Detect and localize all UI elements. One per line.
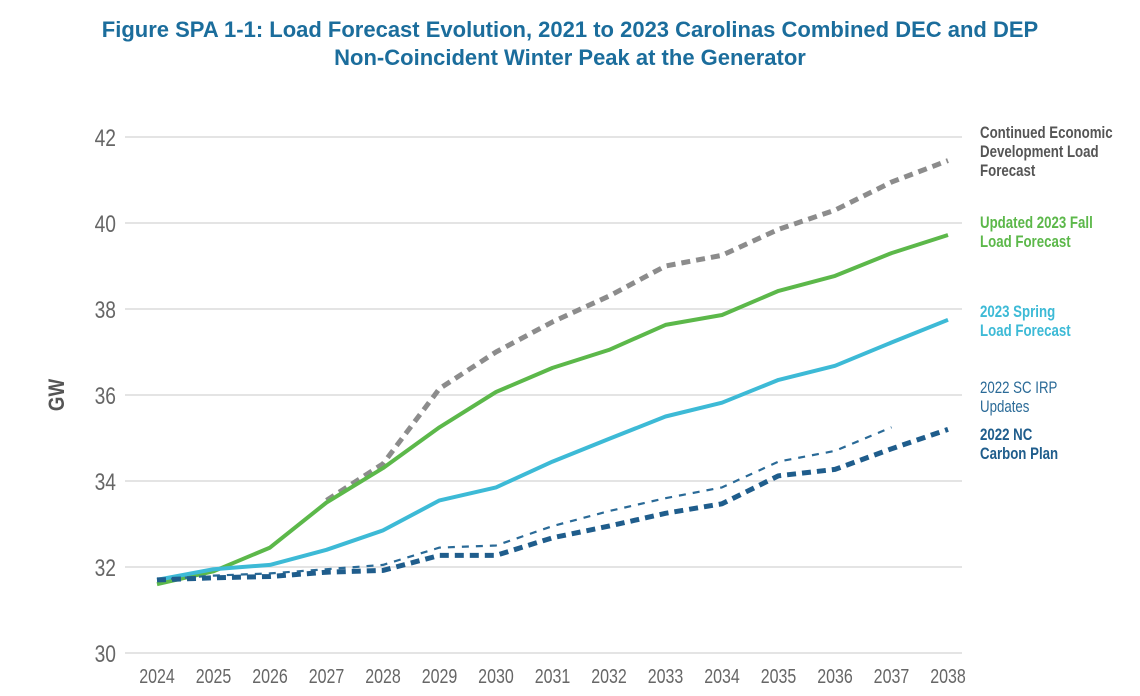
legend-text: Development Load — [980, 142, 1099, 161]
legend-sc-irp: 2022 SC IRP Updates — [980, 378, 1057, 416]
legend-text: 2023 Spring — [980, 302, 1056, 321]
x-tick-label: 2029 — [422, 665, 458, 687]
y-tick-label: 40 — [95, 210, 116, 238]
legend-text: Load Forecast — [980, 232, 1071, 251]
y-tick-label: 36 — [95, 382, 116, 410]
x-tick-label: 2035 — [761, 665, 797, 687]
legend-spring-2023: 2023 Spring Load Forecast — [980, 302, 1071, 340]
series-line-3 — [156, 426, 892, 581]
legend-text: Updated 2023 Fall — [980, 213, 1093, 232]
x-tick-label: 2034 — [704, 665, 740, 687]
series-line-2 — [156, 317, 949, 582]
x-tick-label: 2033 — [648, 665, 684, 687]
x-tick-label: 2027 — [309, 665, 345, 687]
legend-text: Carbon Plan — [980, 444, 1059, 463]
x-tick-label: 2032 — [591, 665, 627, 687]
legend-text: Continued Economic — [980, 123, 1113, 142]
title-line-2: Non-Coincident Winter Peak at the Genera… — [334, 45, 806, 70]
x-tick-label: 2026 — [252, 665, 288, 687]
legend-text: Load Forecast — [980, 321, 1071, 340]
x-tick-label: 2036 — [817, 665, 853, 687]
series-line-1 — [156, 233, 949, 587]
y-tick-label: 34 — [95, 468, 116, 496]
x-tick-label: 2025 — [196, 665, 232, 687]
legend-text: 2022 SC IRP — [980, 378, 1058, 397]
legend-text: Updates — [980, 397, 1030, 416]
title-line-1: Figure SPA 1-1: Load Forecast Evolution,… — [101, 17, 1039, 42]
legend-continued-economic: Continued Economic Development Load Fore… — [980, 123, 1113, 180]
x-tick-label: 2038 — [930, 665, 966, 687]
x-tick-label: 2028 — [365, 665, 401, 687]
y-tick-label: 32 — [95, 554, 116, 582]
chart-title: Figure SPA 1-1: Load Forecast Evolution,… — [0, 16, 1140, 72]
legend-fall-2023: Updated 2023 Fall Load Forecast — [980, 213, 1093, 251]
legend-text: Forecast — [980, 161, 1036, 180]
y-axis-label: GW — [46, 378, 70, 411]
x-tick-label: 2037 — [874, 665, 910, 687]
series-line-0 — [325, 158, 949, 503]
y-tick-label: 42 — [95, 124, 116, 152]
x-tick-label: 2031 — [535, 665, 571, 687]
x-tick-label: 2030 — [478, 665, 514, 687]
y-tick-label: 30 — [95, 640, 116, 668]
legend-text: 2022 NC — [980, 425, 1033, 444]
legend-nc-carbon-plan: 2022 NC Carbon Plan — [980, 425, 1058, 463]
x-tick-label: 2024 — [139, 665, 175, 687]
y-tick-label: 38 — [95, 296, 116, 324]
